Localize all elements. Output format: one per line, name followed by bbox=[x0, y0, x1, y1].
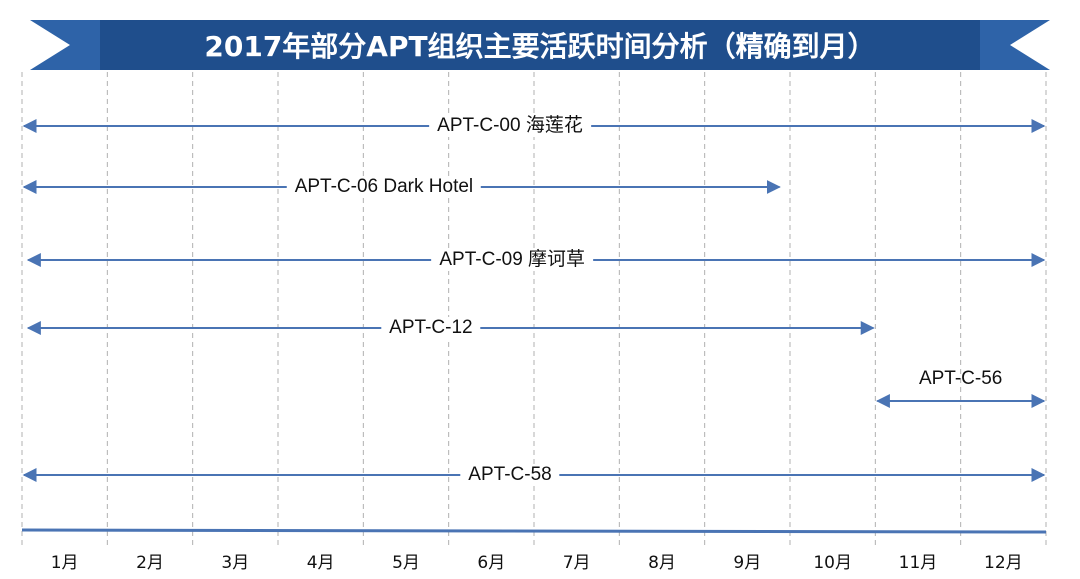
bar-label: APT-C-56 bbox=[918, 368, 1003, 389]
bar-label: APT-C-58 bbox=[460, 464, 560, 486]
x-tick-label: 12月 bbox=[984, 553, 1023, 573]
title-banner bbox=[100, 20, 980, 70]
bar-label: APT-C-06 Dark Hotel bbox=[286, 176, 482, 198]
x-tick-label: 4月 bbox=[306, 553, 335, 573]
bar-label: APT-C-12 bbox=[381, 317, 481, 339]
x-tick-label: 6月 bbox=[477, 553, 506, 573]
title-wing-left bbox=[30, 20, 110, 70]
bar-label: APT-C-09 摩诃草 bbox=[431, 249, 594, 271]
x-tick-label: 8月 bbox=[648, 553, 676, 573]
x-tick-label: 1月 bbox=[50, 553, 79, 573]
x-tick-label: 11月 bbox=[898, 553, 938, 573]
x-tick-label: 10月 bbox=[813, 553, 852, 573]
x-axis-line bbox=[21, 528, 1047, 534]
bar-label: APT-C-00 海莲花 bbox=[429, 115, 591, 137]
x-tick-label: 7月 bbox=[562, 553, 591, 573]
x-tick-label: 9月 bbox=[733, 553, 762, 573]
x-tick-label: 2月 bbox=[136, 553, 164, 573]
x-tick-label: 5月 bbox=[392, 553, 420, 573]
title-wing-right bbox=[970, 20, 1050, 70]
chart-title: 2017年部分APT组织主要活跃时间分析（精确到月） bbox=[204, 30, 876, 63]
x-tick-label: 3月 bbox=[221, 553, 250, 573]
